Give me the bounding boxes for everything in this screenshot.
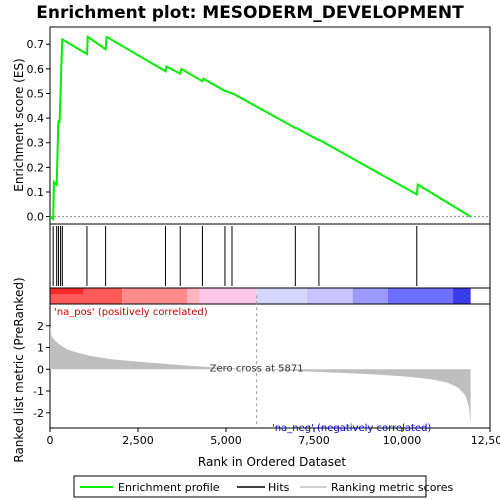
es-y-tick-label: 0.3 bbox=[27, 137, 45, 150]
ranking-metric-area bbox=[50, 325, 471, 424]
es-panel-frame bbox=[49, 26, 491, 225]
metric-y-tick-label: -2 bbox=[33, 407, 44, 420]
metric-panel: Zero cross at 5871 'na_pos' (positively … bbox=[12, 277, 500, 469]
es-y-tick-label: 0.7 bbox=[27, 38, 45, 51]
zero-cross-label: Zero cross at 5871 bbox=[210, 363, 304, 374]
es-y-axis-label: Enrichment score (ES) bbox=[12, 58, 26, 191]
es-panel: 0.0 0.1 0.2 0.3 0.4 0.5 0.6 0.7 Enrichment scor… bbox=[12, 26, 491, 225]
x-tick-label: 7,500 bbox=[298, 434, 330, 447]
metric-y-tick-label: -1 bbox=[33, 385, 44, 398]
color-bar-segment bbox=[306, 288, 353, 304]
hits-panel bbox=[49, 223, 491, 289]
x-tick-label: 5,000 bbox=[210, 434, 242, 447]
rank-color-bar bbox=[49, 287, 491, 305]
metric-y-axis-label: Ranked list metric (PreRanked) bbox=[12, 277, 26, 462]
x-tick-label: 12,500 bbox=[471, 434, 500, 447]
positive-correlation-label: 'na_pos' (positively correlated) bbox=[54, 307, 208, 318]
x-tick-label: 2,500 bbox=[122, 434, 154, 447]
chart-title: Enrichment plot: MESODERM_DEVELOPMENT bbox=[36, 3, 464, 23]
es-y-tick-label: 0.2 bbox=[27, 161, 45, 174]
es-y-tick-label: 0.5 bbox=[27, 87, 45, 100]
legend-hits-label: Hits bbox=[268, 481, 290, 494]
color-bar-top-band bbox=[50, 288, 84, 294]
color-bar-segment bbox=[122, 288, 188, 304]
color-bar-segment bbox=[187, 288, 200, 304]
x-tick-label: 10,000 bbox=[383, 434, 422, 447]
color-bar-segment bbox=[256, 288, 307, 304]
x-tick-label: 0 bbox=[47, 434, 54, 447]
es-y-tick-label: 0.0 bbox=[27, 211, 45, 224]
legend: Enrichment profile Hits Ranking metric s… bbox=[73, 475, 453, 498]
enrichment-profile-line bbox=[49, 35, 472, 222]
es-y-tick-label: 0.1 bbox=[27, 186, 45, 199]
negative-correlation-label: 'na_neg' (negatively correlated) bbox=[272, 423, 431, 434]
color-bar-segment bbox=[387, 288, 454, 304]
hits-panel-frame bbox=[49, 223, 491, 289]
es-y-tick-label: 0.6 bbox=[27, 63, 45, 76]
metric-y-tick-label: 2 bbox=[37, 320, 44, 333]
color-bar-segment bbox=[453, 288, 471, 304]
legend-profile-label: Enrichment profile bbox=[118, 481, 220, 494]
x-axis-label: Rank in Ordered Dataset bbox=[198, 455, 346, 469]
metric-y-tick-label: 1 bbox=[37, 342, 44, 355]
color-bar-segment bbox=[352, 288, 388, 304]
es-y-tick-label: 0.4 bbox=[27, 112, 45, 125]
metric-y-tick-label: 0 bbox=[37, 363, 44, 376]
legend-metric-label: Ranking metric scores bbox=[331, 481, 453, 494]
color-bar-segment bbox=[199, 288, 257, 304]
